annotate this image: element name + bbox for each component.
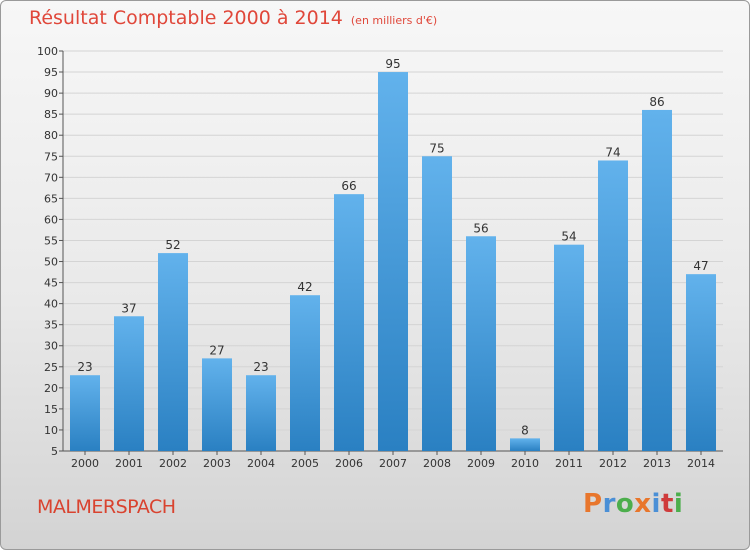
x-tick-label-2008: 2008 bbox=[423, 457, 451, 470]
y-tick-label: 30 bbox=[44, 340, 58, 353]
bar-2012 bbox=[598, 160, 628, 451]
x-tick-label-2007: 2007 bbox=[379, 457, 407, 470]
logo-letter: o bbox=[615, 489, 635, 519]
x-tick-label-2006: 2006 bbox=[335, 457, 363, 470]
data-labels: 23 37 52 27 23 42 66 95 75 56 8 54 74 86 47 bbox=[77, 57, 708, 437]
commune-name: MALMERSPACH bbox=[37, 496, 176, 518]
data-label-2008: 75 bbox=[429, 141, 444, 155]
y-tick-label: 60 bbox=[44, 213, 58, 226]
y-tick-label: 90 bbox=[44, 87, 58, 100]
logo-letter: r bbox=[602, 489, 616, 519]
data-label-2006: 66 bbox=[341, 179, 356, 193]
data-label-2003: 27 bbox=[209, 343, 224, 357]
x-tick-label-2000: 2000 bbox=[71, 457, 99, 470]
y-tick-label: 10 bbox=[44, 424, 58, 437]
logo-letter: t bbox=[660, 489, 674, 519]
y-tick-label: 75 bbox=[44, 150, 58, 163]
bar-2011 bbox=[554, 244, 584, 451]
data-label-2013: 86 bbox=[649, 95, 664, 109]
y-tick-label: 80 bbox=[44, 129, 58, 142]
data-label-2010: 8 bbox=[521, 423, 529, 437]
y-tick-label: 70 bbox=[44, 171, 58, 184]
logo-letter: x bbox=[634, 489, 652, 519]
bar-2010 bbox=[510, 438, 540, 451]
y-tick-label: 25 bbox=[44, 361, 58, 374]
x-tick-label-2002: 2002 bbox=[159, 457, 187, 470]
x-tick-label-2003: 2003 bbox=[203, 457, 231, 470]
data-label-2000: 23 bbox=[77, 360, 92, 374]
x-tick-label-2001: 2001 bbox=[115, 457, 143, 470]
bar-2013 bbox=[642, 109, 672, 452]
bar-2005 bbox=[290, 295, 320, 451]
logo-letter: i bbox=[673, 489, 684, 519]
bar-2001 bbox=[114, 316, 144, 451]
proxiti-logo[interactable]: Proxiti bbox=[583, 489, 683, 519]
y-tick-label: 40 bbox=[44, 298, 58, 311]
y-tick-label: 95 bbox=[44, 66, 58, 79]
y-tick-label: 20 bbox=[44, 382, 58, 395]
y-tick-label: 35 bbox=[44, 319, 58, 332]
bar-2009 bbox=[466, 236, 496, 451]
y-tick-label: 55 bbox=[44, 234, 58, 247]
bar-2002 bbox=[158, 253, 188, 451]
data-label-2012: 74 bbox=[605, 145, 620, 159]
data-label-2001: 37 bbox=[121, 301, 136, 315]
y-tick-label: 50 bbox=[44, 256, 58, 269]
title-main: Résultat Comptable 2000 à 2014 bbox=[29, 7, 343, 29]
bar-2014 bbox=[686, 274, 716, 451]
data-label-2009: 56 bbox=[473, 221, 488, 235]
y-tick-label: 65 bbox=[44, 192, 58, 205]
x-tick-label-2012: 2012 bbox=[599, 457, 627, 470]
data-label-2005: 42 bbox=[297, 280, 312, 294]
data-label-2011: 54 bbox=[561, 230, 576, 244]
x-tick-label-2013: 2013 bbox=[643, 457, 671, 470]
data-label-2002: 52 bbox=[165, 238, 180, 252]
data-label-2004: 23 bbox=[253, 360, 268, 374]
x-tick-label-2009: 2009 bbox=[467, 457, 495, 470]
x-tick-label-2011: 2011 bbox=[555, 457, 583, 470]
title-unit: (en milliers d'€) bbox=[350, 14, 438, 27]
y-tick-label: 5 bbox=[51, 445, 58, 458]
logo-letter: P bbox=[583, 489, 603, 519]
bar-2000 bbox=[70, 375, 100, 451]
bar-2008 bbox=[422, 156, 452, 451]
bar-2007 bbox=[378, 72, 408, 451]
bar-2003 bbox=[202, 358, 232, 451]
chart-title: Résultat Comptable 2000 à 2014 (en millie… bbox=[29, 7, 437, 29]
data-label-2014: 47 bbox=[693, 259, 708, 273]
x-tick-labels: 2000 2001 2002 2003 2004 2005 2006 2007 2008 2009… bbox=[71, 457, 715, 470]
y-tick-labels: 5 10 15 20 25 30 35 40 45 50 55 60 65 70 75 80 85 90 95 100 bbox=[37, 45, 58, 458]
bars bbox=[70, 72, 716, 452]
y-tick-label: 15 bbox=[44, 403, 58, 416]
bar-2006 bbox=[334, 194, 364, 451]
x-tick-label-2005: 2005 bbox=[291, 457, 319, 470]
logo-letter: i bbox=[651, 489, 661, 519]
x-tick-label-2004: 2004 bbox=[247, 457, 275, 470]
x-tick-label-2010: 2010 bbox=[511, 457, 539, 470]
x-tick-label-2014: 2014 bbox=[687, 457, 715, 470]
y-tick-label: 45 bbox=[44, 277, 58, 290]
y-tick-label: 100 bbox=[37, 45, 58, 58]
data-label-2007: 95 bbox=[385, 57, 400, 71]
bar-2004 bbox=[246, 375, 276, 451]
y-tick-label: 85 bbox=[44, 108, 58, 121]
